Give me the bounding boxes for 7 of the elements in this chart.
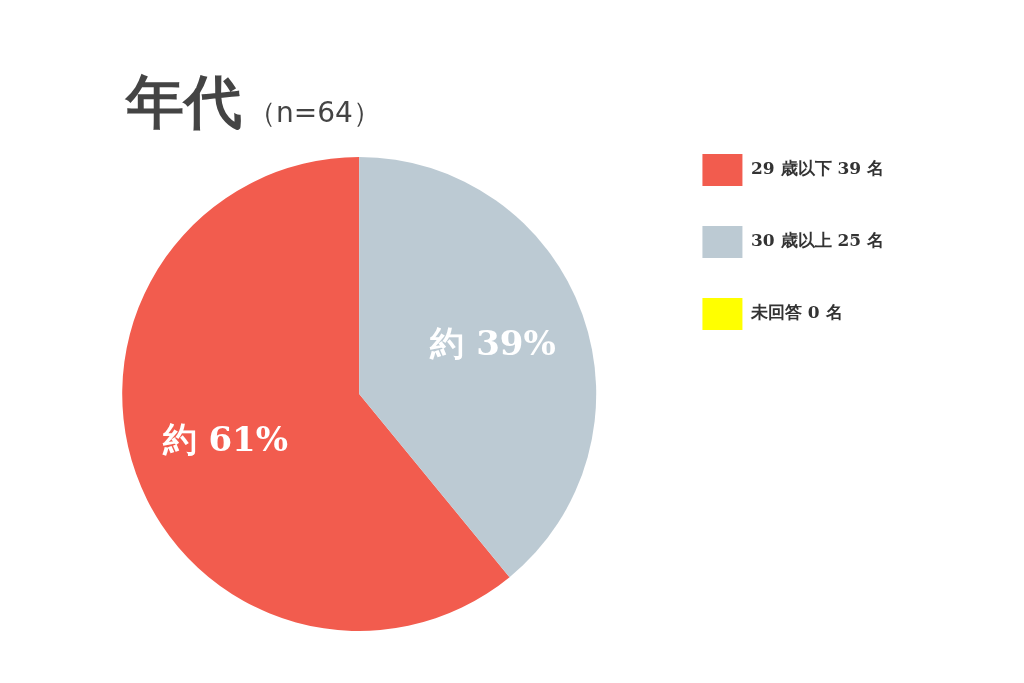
- data-label: 約 39%: [429, 322, 556, 363]
- legend-label: 30 歳以上 25 名: [750, 230, 885, 251]
- chart-title: 年代: [126, 68, 242, 136]
- legend-label: 未回答 0 名: [749, 302, 843, 323]
- chart-subtitle: （n=64）: [248, 96, 381, 129]
- legend-label: 29 歳以下 39 名: [750, 158, 885, 179]
- data-label: 約 61%: [161, 418, 289, 459]
